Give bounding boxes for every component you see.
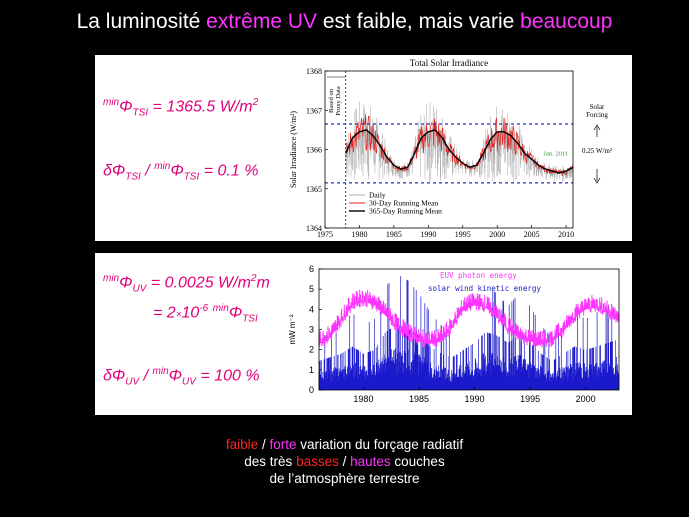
uv-y-tick-label: 1	[309, 365, 314, 375]
uv-y-tick-label: 6	[309, 264, 314, 274]
tsi-x-tick-label: 2005	[524, 230, 540, 239]
uv-y-axis-label: mW m⁻²	[288, 314, 297, 344]
uv-panel: minΦUV = 0.0025 W/m2m = 2×10-6 minΦTSI δ…	[95, 253, 632, 415]
tsi-x-tick-label: 1990	[420, 230, 436, 239]
uv-x-tick-label: 1990	[465, 394, 485, 404]
caption-line-3: de l’atmosphère terrestre	[269, 471, 420, 486]
tsi-panel: minΦTSI = 1365.5 W/m2 δΦTSI / minΦTSI = …	[95, 55, 632, 241]
tsi-x-tick-label: 1980	[351, 230, 367, 239]
tsi-forcing-label: Forcing	[586, 111, 608, 119]
uv-y-tick-label: 0	[309, 385, 314, 395]
caption-line-1: faible / forte variation du forçage radi…	[225, 437, 464, 452]
tsi-x-tick-label: 2000	[489, 230, 505, 239]
uv-variation-formula: δΦUV / minΦUV = 100 %	[103, 366, 260, 388]
tsi-forcing-arrowhead-down	[593, 177, 601, 184]
tsi-daily-series	[345, 101, 574, 183]
tsi-y-tick-label: 1366	[306, 146, 322, 155]
uv-euv-series	[318, 289, 620, 348]
uv-legend-label: EUV photon energy	[440, 271, 517, 280]
tsi-x-tick-label: 2010	[558, 230, 574, 239]
tsi-y-tick-label: 1368	[306, 67, 322, 76]
uv-ratio-formula: = 2×10-6 minΦTSI	[153, 303, 258, 325]
tsi-forcing-value: 0.25 W/m²	[582, 147, 612, 155]
tsi-chart: Total Solar Irradiance Solar Irradiance (…	[289, 58, 612, 239]
tsi-y-tick-label: 1367	[306, 106, 322, 115]
title-highlight-beaucoup: beaucoup	[520, 10, 613, 33]
uv-chart: 1980 1985 1990 1995 2000 0 1 2 3 4 5 6 mW m⁻² EUV pho…	[288, 264, 620, 404]
tsi-365day-series	[345, 129, 574, 174]
tsi-forcing-label: Solar	[590, 103, 605, 111]
tsi-x-tick-label: 1975	[317, 230, 333, 239]
tsi-variation-formula: δΦTSI / minΦTSI = 0.1 %	[103, 161, 259, 183]
tsi-y-tick-label: 1365	[306, 185, 322, 194]
tsi-min-formula: minΦTSI = 1365.5 W/m2	[103, 97, 259, 119]
tsi-legend-label: Daily	[369, 191, 386, 200]
uv-y-tick-label: 4	[309, 304, 314, 314]
title-highlight-uv: extrême UV	[206, 10, 318, 33]
uv-x-tick-label: 2000	[576, 394, 596, 404]
tsi-y-axis-label: Solar Irradiance (W/m²)	[289, 111, 298, 188]
tsi-proxy-label: Proxy Data	[335, 86, 342, 116]
tsi-legend-label: 365-Day Running Mean	[369, 207, 442, 216]
tsi-date-label: Jan. 2011	[543, 150, 568, 157]
uv-y-tick-label: 2	[309, 345, 314, 355]
tsi-forcing-arrowhead-up	[593, 124, 601, 131]
uv-x-tick-label: 1985	[409, 394, 429, 404]
uv-x-tick-label: 1995	[520, 394, 540, 404]
slide-title: La luminosité extrême UV est faible, mai…	[0, 10, 689, 34]
uv-solar-wind-series	[318, 276, 620, 390]
caption-line-2: des très basses / hautes couches	[244, 454, 445, 469]
tsi-proxy-label: Based on	[328, 88, 335, 113]
uv-x-tick-label: 1980	[353, 394, 373, 404]
uv-min-formula: minΦUV = 0.0025 W/m2m	[103, 273, 270, 295]
title-part: La luminosité	[76, 10, 207, 33]
tsi-chart-title: Total Solar Irradiance	[410, 58, 488, 68]
uv-legend-label: solar wind kinetic energy	[428, 284, 541, 293]
uv-y-tick-label: 3	[309, 325, 314, 335]
tsi-30day-series	[345, 113, 574, 176]
tsi-y-tick-label: 1364	[306, 224, 322, 233]
uv-y-tick-label: 5	[309, 284, 314, 294]
tsi-x-tick-label: 1995	[455, 230, 471, 239]
tsi-x-tick-label: 1985	[386, 230, 402, 239]
bottom-caption: faible / forte variation du forçage radi…	[0, 436, 689, 487]
tsi-legend-label: 30-Day Running Mean	[369, 199, 438, 208]
title-part: est faible, mais varie	[317, 10, 521, 33]
